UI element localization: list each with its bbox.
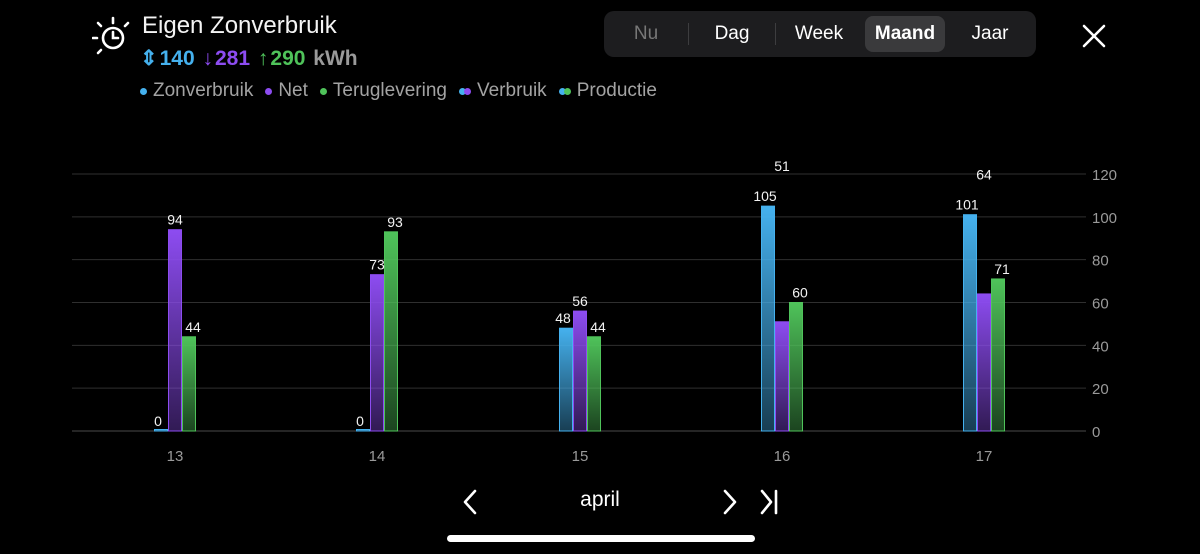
- zonverbruik-total-icon: ⇕: [140, 47, 158, 70]
- sun-clock-icon: [92, 16, 130, 55]
- bar-teruglevering: [182, 336, 196, 432]
- x-tick-label: 15: [572, 448, 589, 465]
- tab-week[interactable]: Week: [794, 23, 844, 44]
- data-label-teruglevering: 44: [590, 319, 606, 335]
- data-label-net: 64: [976, 167, 992, 183]
- legend-item-teruglevering[interactable]: Teruglevering: [319, 80, 447, 102]
- teruglevering-arrow-icon: ↑: [257, 47, 269, 70]
- bar-zonverbruik: [154, 429, 168, 432]
- legend-label: Zonverbruik: [153, 80, 254, 101]
- tab-divider: [688, 23, 689, 45]
- tab-maand[interactable]: Maand: [865, 16, 945, 52]
- legend-label: Productie: [576, 80, 657, 101]
- bar-teruglevering: [384, 231, 398, 432]
- x-tick-label: 17: [976, 448, 993, 465]
- net-total: 281: [215, 47, 251, 70]
- legend-dot: [140, 87, 147, 95]
- bar-zonverbruik: [559, 327, 573, 432]
- x-tick-label: 13: [167, 448, 184, 465]
- page-title: Eigen Zonverbruik: [142, 12, 337, 39]
- y-tick-label: 40: [1092, 338, 1109, 355]
- data-label-teruglevering: 71: [994, 261, 1010, 277]
- tab-dag[interactable]: Dag: [714, 23, 750, 44]
- totals: ⇕140 ↓281 ↑290 kWh: [140, 46, 360, 71]
- bar-net: [168, 229, 182, 432]
- tab-divider: [775, 23, 776, 45]
- chevron-left-icon[interactable]: [458, 487, 484, 517]
- legend-dot: [558, 87, 571, 95]
- data-label-zonverbruik: 0: [154, 413, 162, 429]
- y-tick-label: 100: [1092, 210, 1117, 227]
- data-label-net: 51: [774, 158, 790, 174]
- data-label-net: 73: [369, 257, 385, 273]
- legend-label: Teruglevering: [332, 80, 447, 101]
- net-arrow-icon: ↓: [202, 47, 214, 70]
- bar-net: [775, 321, 789, 432]
- tab-nu[interactable]: Nu: [633, 23, 659, 44]
- period-tabs: Nu Dag Week Maand Jaar: [604, 11, 1036, 57]
- data-label-zonverbruik: 101: [955, 197, 979, 213]
- legend-item-zonverbruik[interactable]: Zonverbruik: [140, 80, 253, 102]
- teruglevering-total: 290: [270, 47, 306, 70]
- bar-net: [370, 274, 384, 432]
- bar-teruglevering: [587, 336, 601, 432]
- legend-dot: [265, 87, 273, 95]
- bar-zonverbruik: [761, 205, 775, 432]
- y-tick-label: 0: [1092, 424, 1100, 441]
- y-tick-label: 60: [1092, 296, 1109, 313]
- data-label-zonverbruik: 105: [753, 188, 777, 204]
- data-label-teruglevering: 60: [792, 285, 808, 301]
- close-icon[interactable]: [1080, 22, 1108, 50]
- data-label-zonverbruik: 48: [555, 310, 571, 326]
- bar-teruglevering: [789, 302, 803, 432]
- data-label-teruglevering: 93: [387, 214, 403, 230]
- legend-item-verbruik[interactable]: Verbruik: [458, 80, 547, 102]
- legend-label: Net: [278, 80, 308, 101]
- data-label-zonverbruik: 0: [356, 413, 364, 429]
- bar-chart: 0204060801001201309444140739315485644161…: [72, 158, 1117, 465]
- y-tick-label: 20: [1092, 381, 1109, 398]
- bar-zonverbruik: [963, 214, 977, 432]
- data-label-net: 94: [167, 212, 183, 228]
- data-label-net: 56: [572, 293, 588, 309]
- home-indicator: [447, 535, 755, 542]
- legend: Zonverbruik Net Teruglevering Verbruik P…: [140, 80, 657, 102]
- bar-net: [977, 293, 991, 432]
- zonverbruik-total: 140: [159, 47, 195, 70]
- legend-dot: [319, 87, 327, 95]
- month-pager: april: [0, 484, 1200, 520]
- y-tick-label: 120: [1092, 167, 1117, 184]
- legend-item-net[interactable]: Net: [265, 80, 308, 102]
- bar-teruglevering: [991, 278, 1005, 432]
- chevron-right-icon[interactable]: [716, 487, 742, 517]
- legend-item-productie[interactable]: Productie: [558, 80, 657, 102]
- unit-label: kWh: [313, 47, 358, 70]
- data-label-teruglevering: 44: [185, 319, 201, 335]
- bar-zonverbruik: [356, 429, 370, 432]
- skip-to-end-icon[interactable]: [755, 487, 783, 517]
- tab-jaar[interactable]: Jaar: [971, 23, 1009, 44]
- x-tick-label: 14: [369, 448, 386, 465]
- bar-net: [573, 310, 587, 432]
- month-label: april: [580, 488, 620, 511]
- y-tick-label: 80: [1092, 253, 1109, 270]
- x-tick-label: 16: [774, 448, 791, 465]
- legend-dot: [458, 87, 471, 95]
- legend-label: Verbruik: [476, 80, 547, 101]
